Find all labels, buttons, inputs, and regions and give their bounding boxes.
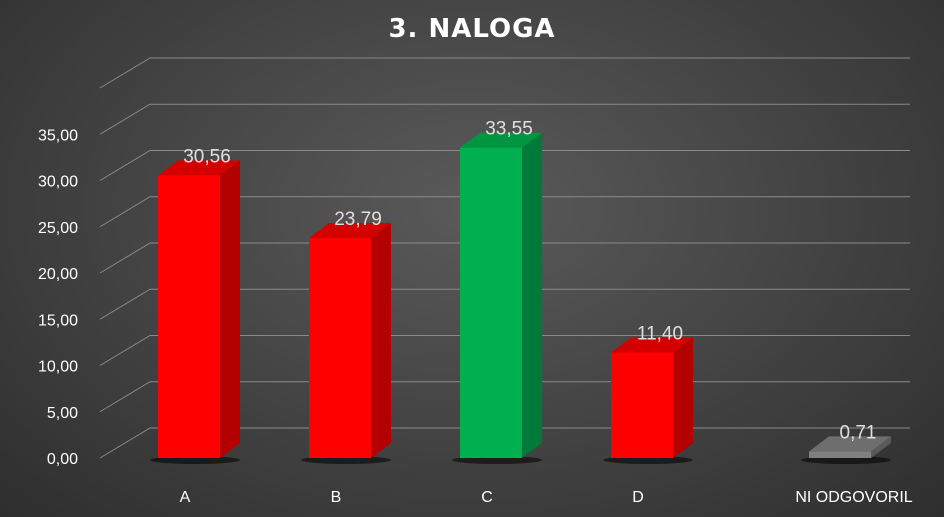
y-tick-label: 10,00 xyxy=(38,359,78,376)
data-label: 33,55 xyxy=(485,119,533,140)
bar-side xyxy=(371,222,391,458)
bar-top xyxy=(809,436,891,452)
y-tick-label: 20,00 xyxy=(38,266,78,283)
x-category-label: NI ODGOVORIL xyxy=(795,489,912,506)
bar-top xyxy=(611,337,693,353)
bar xyxy=(309,237,371,458)
gridline xyxy=(99,150,910,181)
y-tick-label: 25,00 xyxy=(38,220,78,237)
data-label: 0,71 xyxy=(840,422,877,443)
bar-side xyxy=(673,337,693,458)
data-label: 30,56 xyxy=(183,146,231,167)
x-category-label: B xyxy=(331,489,342,506)
bar xyxy=(460,147,522,458)
bar-top xyxy=(309,222,391,238)
gridline xyxy=(99,288,910,320)
gridline xyxy=(99,196,910,228)
y-tick-label: 35,00 xyxy=(38,127,78,144)
y-tick-label: 5,00 xyxy=(47,405,78,422)
y-tick-label: 15,00 xyxy=(38,312,78,329)
bar-top xyxy=(158,160,240,176)
x-category-label: D xyxy=(632,489,644,506)
chart-title: 3. NALOGA xyxy=(388,14,556,44)
data-label: 23,79 xyxy=(334,209,382,230)
bar-side xyxy=(871,436,891,458)
gridline xyxy=(99,57,910,89)
bar xyxy=(158,175,220,458)
data-label: 11,40 xyxy=(637,324,683,345)
y-tick-label: 0,00 xyxy=(47,451,78,468)
gridline xyxy=(99,242,910,274)
bar xyxy=(809,451,871,458)
y-tick-label: 30,00 xyxy=(38,174,78,191)
gridline xyxy=(99,103,910,135)
x-category-label: C xyxy=(481,489,493,506)
bar-top xyxy=(460,132,542,148)
bar-side xyxy=(220,160,240,458)
bar xyxy=(611,352,673,458)
gridline xyxy=(99,335,910,366)
bar-side xyxy=(522,132,542,458)
x-category-label: A xyxy=(180,489,191,506)
